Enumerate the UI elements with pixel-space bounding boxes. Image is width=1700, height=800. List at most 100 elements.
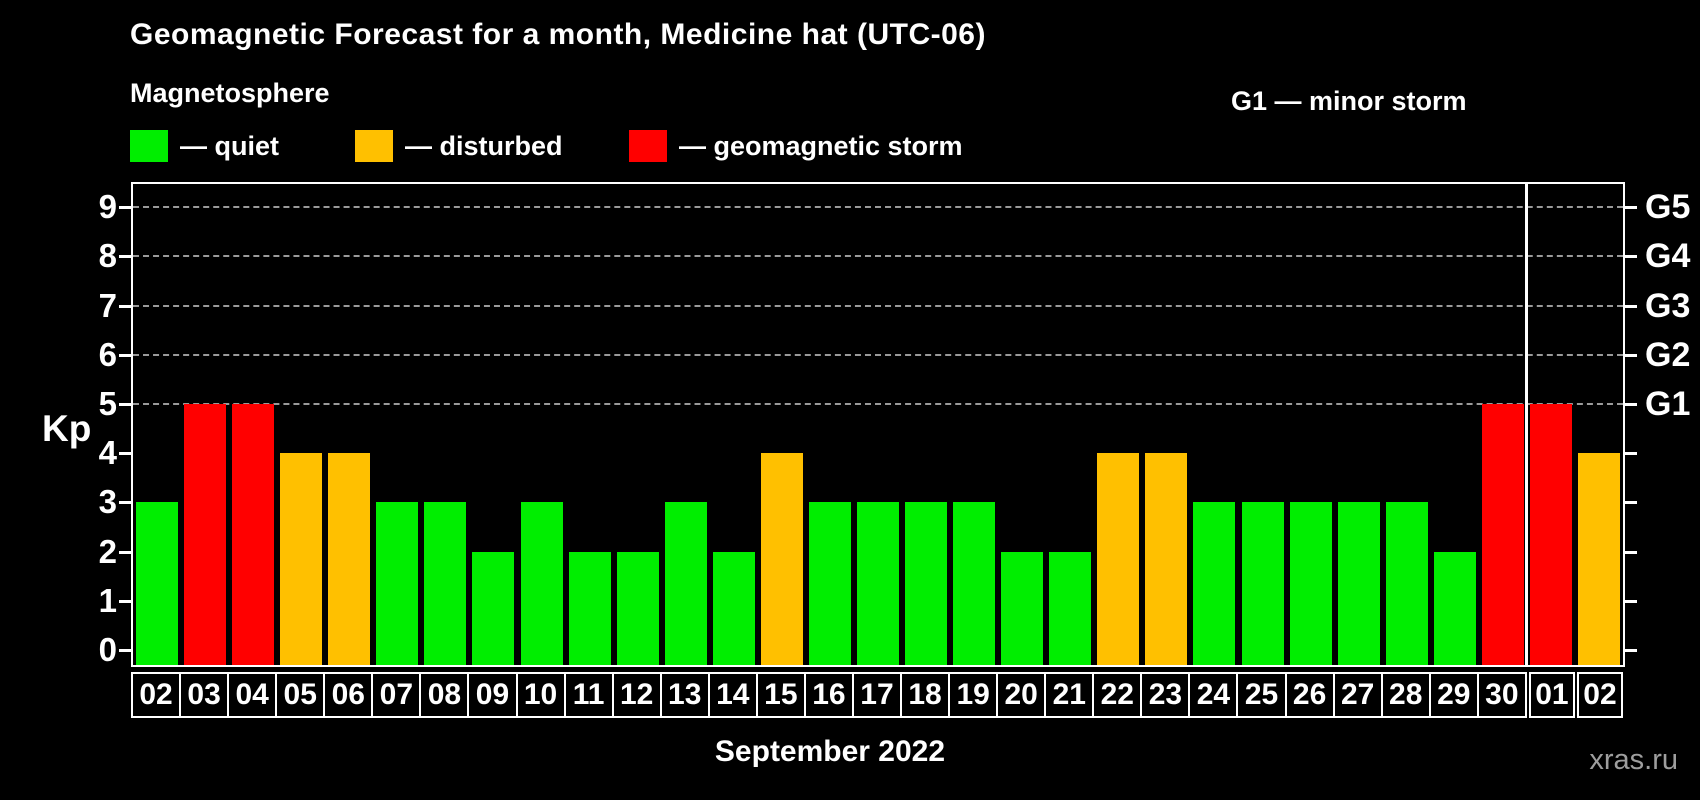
y-tick-label-1: 1 [98, 581, 117, 619]
left-tick-kp7 [119, 304, 131, 308]
date-cell-sep-20: 20 [996, 672, 1047, 718]
kp-bar-day-28 [1385, 502, 1428, 665]
kp-bar-day-08 [424, 502, 467, 665]
kp-bar-day-21 [1049, 551, 1092, 665]
y-tick-label-5: 5 [98, 385, 117, 422]
legend-item-quiet: — quiet [130, 128, 279, 164]
left-tick-kp6 [119, 353, 131, 357]
left-tick-kp4 [119, 452, 131, 456]
date-cell-sep-24: 24 [1188, 672, 1239, 718]
left-tick-kp2 [119, 550, 131, 554]
y-tick-label-3: 3 [98, 483, 117, 521]
kp-bar-day-15 [760, 453, 803, 665]
y-axis-title: Kp [42, 408, 92, 449]
legend-item-storm: — geomagnetic storm [629, 128, 963, 164]
kp-bar-day-24 [1193, 502, 1236, 665]
gridline-kp6 [133, 353, 1623, 356]
g-axis-label-g4: G4 [1645, 237, 1691, 276]
right-tick-kp5 [1625, 403, 1637, 406]
date-cell-sep-05: 05 [275, 672, 326, 718]
legend-label-disturbed: — disturbed [405, 130, 563, 161]
kp-bar-day-13 [664, 502, 707, 665]
date-cell-sep-17: 17 [851, 672, 903, 718]
kp-bar-day-16 [808, 502, 851, 665]
x-axis-title: September 2022 [714, 735, 946, 768]
date-cell-sep-13: 13 [659, 672, 710, 718]
date-cell-oct-01: 01 [1528, 672, 1575, 718]
kp-bar-day-17 [857, 502, 899, 665]
date-cell-sep-27: 27 [1332, 672, 1383, 718]
date-cell-sep-19: 19 [948, 672, 999, 718]
date-cell-sep-11: 11 [563, 672, 614, 718]
date-cell-sep-23: 23 [1140, 672, 1191, 718]
date-cell-sep-08: 08 [419, 672, 470, 718]
kp-bar-day-20 [1001, 551, 1044, 665]
kp-bar-day-01 [1529, 404, 1572, 665]
right-tick-kp4 [1625, 452, 1637, 456]
right-tick-kp3 [1625, 501, 1637, 505]
right-tick-kp2 [1625, 550, 1637, 554]
gridline-kp5 [133, 403, 1623, 405]
gridline-kp8 [133, 255, 1623, 258]
g-axis-label-g1: G1 [1645, 385, 1691, 423]
date-cell-sep-28: 28 [1380, 672, 1431, 718]
y-tick-label-6: 6 [98, 335, 117, 373]
date-cell-sep-21: 21 [1044, 672, 1095, 718]
date-cell-oct-02: 02 [1576, 672, 1623, 718]
date-cell-sep-04: 04 [227, 672, 278, 718]
date-cell-sep-06: 06 [323, 672, 374, 718]
y-tick-label-0: 0 [98, 631, 117, 668]
date-cell-sep-22: 22 [1092, 672, 1143, 718]
date-cell-sep-03: 03 [179, 672, 230, 718]
gridline-kp9 [133, 206, 1623, 209]
right-tick-kp1 [1625, 599, 1637, 603]
kp-bar-day-25 [1241, 502, 1284, 665]
date-cell-sep-15: 15 [755, 672, 806, 718]
kp-bar-day-04 [232, 404, 275, 665]
right-tick-kp7 [1625, 304, 1637, 308]
legend-label-storm: — geomagnetic storm [679, 130, 963, 161]
date-cell-sep-25: 25 [1236, 672, 1287, 718]
kp-bar-day-14 [712, 551, 755, 665]
date-cell-sep-30: 30 [1476, 672, 1527, 718]
kp-bar-day-29 [1433, 551, 1476, 665]
kp-bar-day-30 [1481, 404, 1524, 665]
left-tick-kp0 [119, 649, 131, 652]
legend-item-disturbed: — disturbed [355, 128, 563, 164]
left-tick-kp1 [119, 599, 131, 603]
disturbed-color-swatch [355, 130, 393, 162]
plot-inner [133, 184, 1623, 665]
right-tick-kp6 [1625, 353, 1637, 357]
kp-bar-day-19 [953, 502, 996, 665]
kp-bar-day-12 [616, 551, 659, 665]
chart-subtitle: Magnetosphere [130, 78, 330, 108]
g-axis-label-g5: G5 [1645, 188, 1691, 227]
y-tick-label-8: 8 [98, 237, 117, 275]
kp-bar-day-09 [472, 551, 515, 665]
kp-bar-day-23 [1145, 453, 1188, 665]
g-axis-label-g3: G3 [1645, 286, 1691, 325]
date-cell-sep-26: 26 [1284, 672, 1335, 718]
date-cell-sep-18: 18 [900, 672, 951, 718]
quiet-color-swatch [130, 130, 168, 162]
y-tick-label-9: 9 [98, 188, 117, 226]
date-cell-sep-12: 12 [611, 672, 662, 718]
chart-title: Geomagnetic Forecast for a month, Medici… [130, 18, 986, 51]
date-cell-sep-09: 09 [467, 672, 518, 718]
kp-bar-day-03 [184, 404, 227, 665]
kp-bar-day-05 [280, 453, 323, 665]
storm-color-swatch [629, 130, 667, 162]
date-cell-sep-16: 16 [803, 672, 854, 718]
y-tick-label-7: 7 [98, 286, 117, 324]
right-tick-kp8 [1625, 255, 1637, 259]
kp-bar-day-11 [568, 551, 611, 665]
kp-bar-day-22 [1097, 453, 1140, 665]
kp-bar-day-02 [136, 502, 179, 665]
y-tick-label-2: 2 [98, 532, 117, 570]
gridline-kp7 [133, 304, 1623, 307]
kp-bar-day-18 [905, 502, 948, 665]
left-tick-kp5 [119, 403, 131, 406]
watermark: xras.ru [1589, 744, 1678, 776]
kp-bar-day-27 [1337, 502, 1380, 665]
date-cell-sep-10: 10 [515, 672, 566, 718]
